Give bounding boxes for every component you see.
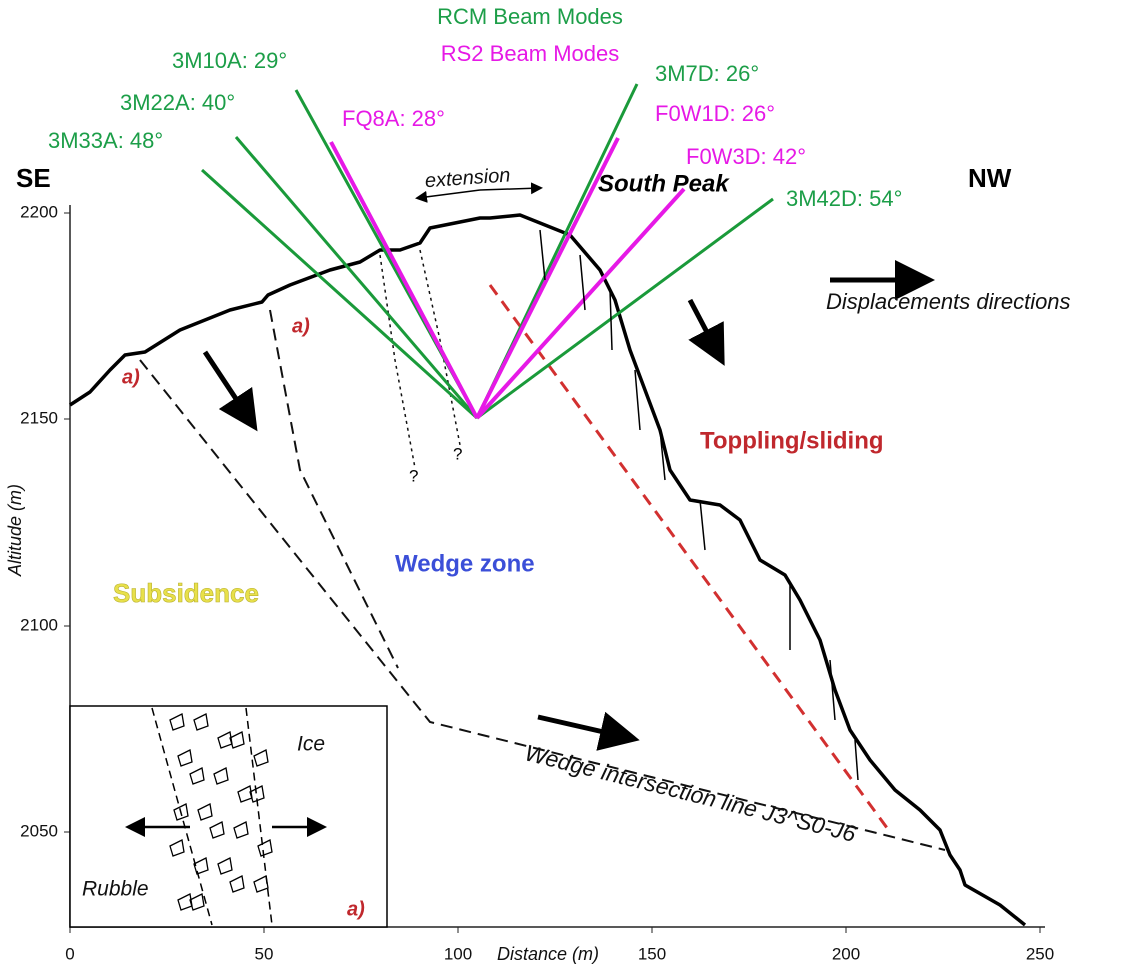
question-mark: ? [453, 444, 462, 463]
arrow [690, 300, 720, 357]
fault-tick [700, 500, 705, 550]
x-tick-label: 200 [832, 944, 860, 963]
rs2-beam [477, 189, 684, 418]
beam-label: 3M10A: 29° [172, 48, 287, 73]
rcm-beam [202, 170, 477, 418]
rubble-label: Rubble [82, 878, 149, 901]
extension-label: extension [424, 164, 511, 192]
arrow [538, 717, 630, 738]
beam-label: 3M22A: 40° [120, 90, 235, 115]
question-mark: ? [409, 466, 418, 485]
subsidence-label: Subsidence [113, 578, 259, 608]
x-tick-label: 250 [1026, 944, 1054, 963]
drawing [64, 84, 1045, 933]
fault-tick [855, 740, 858, 780]
arrow [480, 188, 540, 190]
arrow [205, 352, 252, 423]
y-tick-label: 2150 [20, 408, 58, 427]
x-tick-label: 150 [638, 944, 666, 963]
a-mark: a) [292, 315, 310, 337]
wedge-line-label: Wedge intersection line J3^S0-J6 [522, 739, 859, 847]
fault-tick [610, 290, 612, 350]
beam-label: F0W1D: 26° [655, 101, 775, 126]
beam-label: FQ8A: 28° [342, 106, 445, 131]
y-tick-label: 2200 [20, 202, 58, 221]
fault-tick [540, 230, 545, 280]
beam-label: 3M33A: 48° [48, 128, 163, 153]
y-tick-label: 2050 [20, 821, 58, 840]
direction-label: SE [16, 163, 51, 193]
a-mark: a) [122, 366, 140, 388]
x-tick-label: 100 [444, 944, 472, 963]
direction-label: NW [968, 163, 1012, 193]
beam-label: F0W3D: 42° [686, 144, 806, 169]
legend-rcm: RCM Beam Modes [437, 4, 623, 29]
beam-label: 3M42D: 54° [786, 186, 902, 211]
beam-label: 3M7D: 26° [655, 61, 759, 86]
rcm-beam [477, 199, 773, 418]
x-axis-title: Distance (m) [497, 944, 599, 964]
x-tick-label: 0 [65, 944, 74, 963]
fracture [270, 310, 398, 668]
toppling-label: Toppling/sliding [700, 427, 884, 454]
ice-label: Ice [297, 733, 325, 756]
legend-rs2: RS2 Beam Modes [441, 41, 620, 66]
y-tick-label: 2100 [20, 615, 58, 634]
displacement-label: Displacements directions [826, 289, 1071, 314]
figure: RCM Beam Modes RS2 Beam Modes 3M10A: 29°… [0, 0, 1139, 971]
a-mark: a) [347, 898, 365, 920]
wedge-zone-label: Wedge zone [395, 550, 535, 577]
y-axis-title: Altitude (m) [5, 484, 25, 577]
peak-label: South Peak [598, 170, 730, 197]
x-tick-label: 50 [255, 944, 274, 963]
